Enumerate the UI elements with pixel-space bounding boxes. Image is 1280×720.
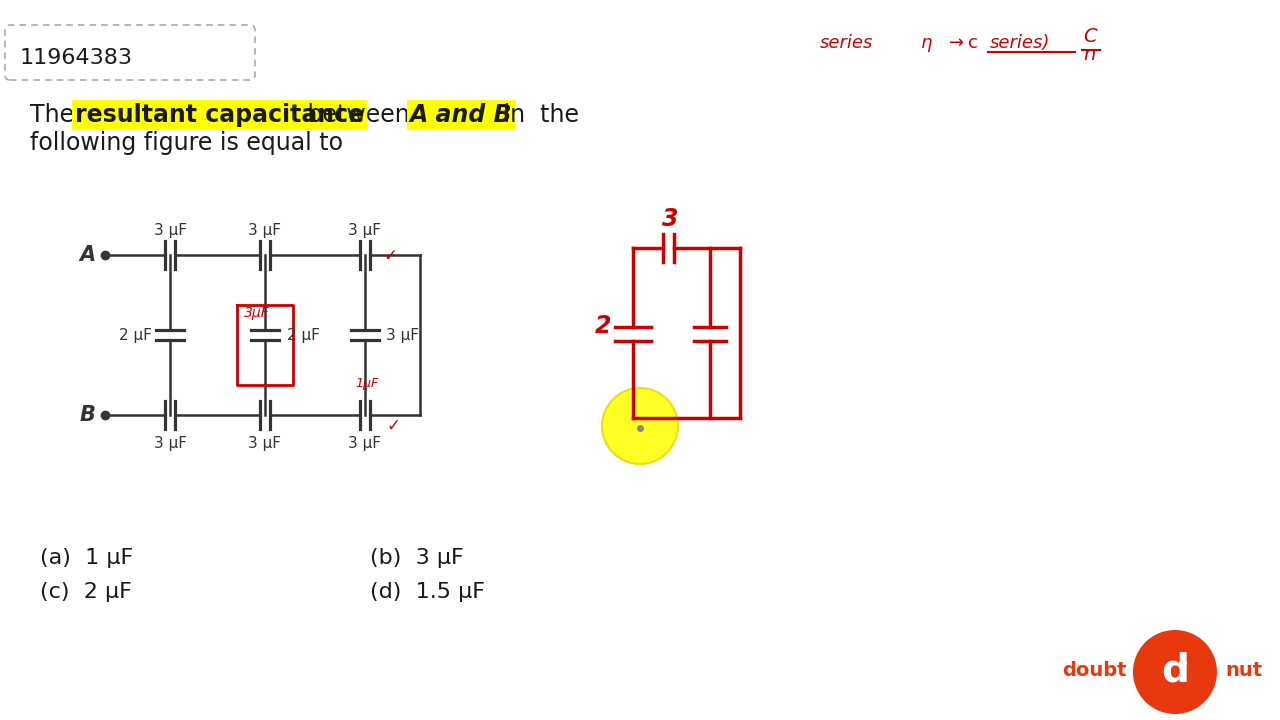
Text: The: The [29, 103, 82, 127]
Text: 3 μF: 3 μF [387, 328, 420, 343]
Text: (c)  2 μF: (c) 2 μF [40, 582, 132, 602]
Text: (b)  3 μF: (b) 3 μF [370, 548, 463, 568]
Text: 2: 2 [595, 314, 612, 338]
Text: 2 μF: 2 μF [119, 328, 151, 343]
Text: 3μF: 3μF [244, 306, 270, 320]
Text: A: A [79, 245, 95, 265]
Text: 3 μF: 3 μF [248, 222, 282, 238]
Text: (a)  1 μF: (a) 1 μF [40, 548, 133, 568]
Text: 3 μF: 3 μF [154, 222, 187, 238]
Circle shape [1133, 630, 1217, 714]
Text: resultant capacitance: resultant capacitance [76, 103, 364, 127]
Text: series): series) [989, 34, 1051, 52]
Text: ✓: ✓ [383, 247, 397, 265]
Text: 3 μF: 3 μF [348, 222, 381, 238]
Text: 11964383: 11964383 [20, 48, 133, 68]
Text: A and B: A and B [410, 103, 512, 127]
Text: 2 μF: 2 μF [287, 328, 320, 343]
Text: ✓: ✓ [387, 417, 399, 435]
Text: 3 μF: 3 μF [248, 436, 282, 451]
Text: doubt: doubt [1062, 660, 1126, 680]
Text: $\rightarrow$c: $\rightarrow$c [945, 34, 978, 52]
Circle shape [602, 388, 678, 464]
Text: nut: nut [1225, 660, 1262, 680]
Text: 3 μF: 3 μF [154, 436, 187, 451]
FancyBboxPatch shape [5, 25, 255, 80]
Text: in  the: in the [497, 103, 579, 127]
Text: following figure is equal to: following figure is equal to [29, 131, 343, 155]
Text: C: C [1083, 27, 1097, 46]
Text: 1μF: 1μF [356, 377, 379, 390]
Text: 3: 3 [662, 207, 678, 231]
Text: B: B [79, 405, 95, 425]
Text: $\eta$: $\eta$ [920, 36, 933, 54]
Text: d: d [1161, 651, 1189, 689]
Text: 3 μF: 3 μF [348, 436, 381, 451]
Text: between: between [300, 103, 417, 127]
Text: (d)  1.5 μF: (d) 1.5 μF [370, 582, 485, 602]
Text: series: series [820, 34, 873, 52]
Text: n: n [1084, 45, 1096, 64]
